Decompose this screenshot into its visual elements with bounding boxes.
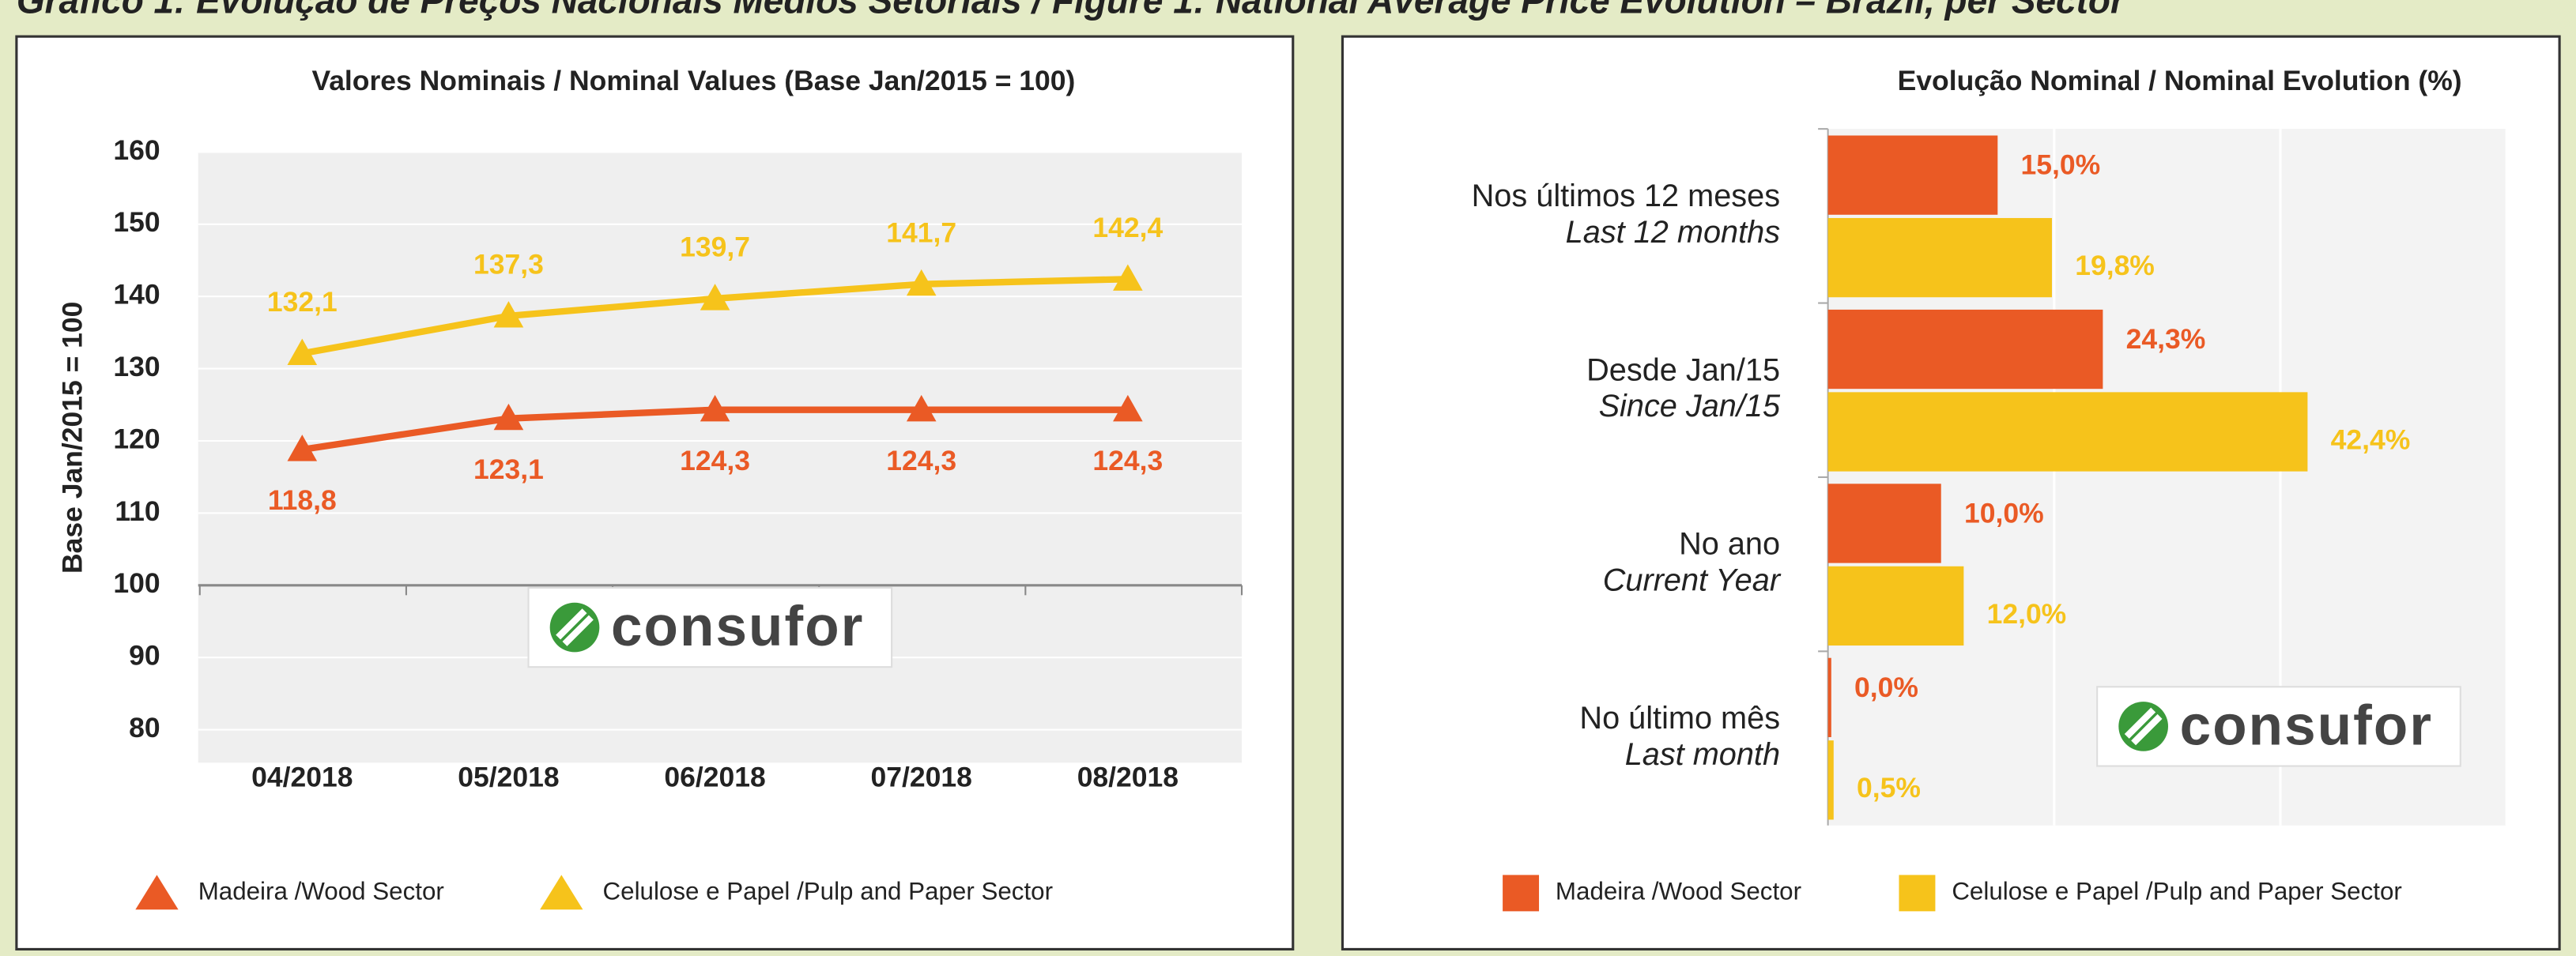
y-tick-label: 100: [113, 567, 160, 599]
value-label: 0,0%: [1854, 672, 1918, 703]
y-tick-label: 130: [113, 351, 160, 382]
legend-label: Celulose e Papel /Pulp and Paper Sector: [1952, 878, 2402, 905]
legend-marker: [1899, 875, 1936, 912]
point: [700, 394, 730, 422]
y-tick-label: 90: [129, 640, 160, 672]
y-tick-label: 150: [113, 206, 160, 238]
logo-text: consufor: [611, 596, 865, 658]
chart-title: Evolução Nominal / Nominal Evolution (%): [1898, 65, 2462, 96]
point: [493, 301, 524, 328]
value-label: 142,4: [1092, 212, 1163, 243]
value-label: 124,3: [1092, 445, 1163, 476]
category-label: No ano: [1679, 527, 1780, 562]
x-tick-label: 04/2018: [251, 762, 353, 793]
value-label: 24,3%: [2126, 323, 2206, 355]
legend-label: Madeira /Wood Sector: [1556, 878, 1801, 905]
y-axis-label: Base Jan/2015 = 100: [56, 302, 88, 574]
value-label: 141,7: [886, 216, 956, 248]
point: [1113, 394, 1143, 422]
legend-marker: [1503, 875, 1540, 912]
point: [287, 435, 318, 461]
x-tick-label: 05/2018: [458, 762, 559, 793]
y-tick-label: 110: [115, 495, 160, 527]
y-tick-label: 160: [113, 134, 160, 166]
point: [1113, 264, 1143, 291]
y-tick-label: 80: [129, 712, 160, 743]
chart-title: Valores Nominais / Nominal Values (Base …: [311, 65, 1075, 96]
header-title: Gráfico 1: Evolução de Preços Nacionais …: [17, 0, 2126, 21]
point: [700, 284, 730, 311]
x-tick-label: 06/2018: [664, 762, 765, 793]
y-tick-label: 140: [113, 279, 160, 311]
bar: [1827, 217, 2052, 298]
value-label: 137,3: [473, 249, 544, 280]
category-label-en: Last 12 months: [1566, 215, 1781, 250]
bar: [1827, 566, 1964, 646]
legend-label: Madeira /Wood Sector: [198, 878, 444, 905]
legend-marker: [540, 875, 583, 910]
value-label: 15,0%: [2021, 149, 2101, 181]
bar: [1827, 309, 2103, 390]
bar: [1827, 657, 1831, 737]
point: [906, 394, 937, 422]
category-label-en: Current Year: [1603, 563, 1782, 598]
logo-icon: [2118, 702, 2168, 751]
x-tick-label: 07/2018: [871, 762, 972, 793]
y-tick-label: 120: [113, 423, 160, 454]
bar: [1827, 740, 1834, 820]
point: [906, 269, 937, 296]
category-label-en: Last month: [1625, 737, 1780, 772]
bar: [1827, 392, 2308, 472]
value-label: 123,1: [473, 454, 544, 485]
value-label: 139,7: [680, 231, 750, 263]
value-label: 19,8%: [2075, 250, 2155, 281]
category-label: Desde Jan/15: [1586, 352, 1780, 387]
category-label: Nos últimos 12 meses: [1472, 179, 1780, 213]
value-label: 42,4%: [2331, 423, 2411, 455]
category-label-en: Since Jan/15: [1599, 389, 1781, 423]
point: [493, 403, 524, 431]
value-label: 124,3: [886, 445, 956, 476]
legend-label: Celulose e Papel /Pulp and Paper Sector: [603, 878, 1054, 905]
logo-text: consufor: [2180, 694, 2434, 757]
value-label: 118,8: [268, 484, 337, 516]
value-label: 124,3: [680, 445, 750, 476]
value-label: 0,5%: [1857, 772, 1921, 804]
category-label: No último mês: [1579, 701, 1780, 736]
value-label: 12,0%: [1987, 598, 2067, 630]
legend-marker: [135, 875, 179, 910]
logo-icon: [549, 602, 600, 653]
bar: [1827, 484, 1941, 563]
value-label: 10,0%: [1964, 497, 2044, 529]
logo-icon-mark: [2124, 707, 2163, 746]
logo-icon-mark: [556, 608, 594, 646]
value-label: 132,1: [267, 286, 338, 318]
x-tick-label: 08/2018: [1077, 762, 1179, 793]
point: [287, 338, 318, 366]
bar: [1827, 135, 1998, 215]
